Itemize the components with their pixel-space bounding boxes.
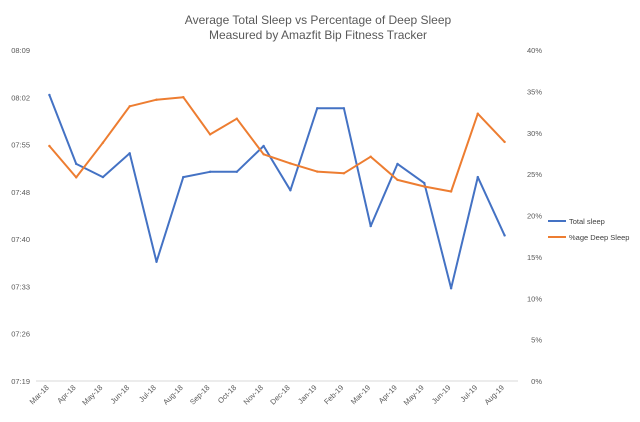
data-point — [235, 117, 238, 120]
series-line-deep-sleep — [48, 96, 506, 193]
right-axis-tick-label: 20% — [527, 212, 542, 221]
plot-area — [48, 93, 506, 290]
data-point — [48, 144, 51, 148]
x-axis-tick-label: Jul-19 — [458, 383, 479, 404]
x-axis-tick-label: Sep-18 — [188, 383, 211, 406]
data-point — [128, 105, 131, 108]
x-axis-tick-label: Apr-18 — [55, 383, 77, 405]
x-axis-tick-label: Apr-19 — [377, 383, 399, 405]
data-point — [476, 112, 479, 115]
data-point — [75, 176, 78, 179]
data-point — [289, 162, 292, 165]
data-point — [182, 96, 185, 99]
data-point — [128, 152, 131, 155]
data-point — [476, 175, 479, 179]
data-point — [503, 140, 506, 144]
x-axis-tick-label: Feb-19 — [322, 383, 345, 406]
x-axis-tick-label: Oct-18 — [216, 383, 238, 405]
data-point — [155, 260, 158, 263]
left-axis-tick-label: 08:02 — [11, 93, 30, 102]
right-axis-tick-label: 35% — [527, 87, 542, 96]
data-point — [155, 98, 158, 101]
data-point — [208, 133, 212, 136]
data-point — [101, 175, 105, 179]
x-axis-tick-label: Dec-18 — [268, 383, 291, 406]
left-axis-tick-label: 07:48 — [11, 188, 30, 197]
data-point — [449, 190, 453, 193]
x-axis-tick-label: Jun-19 — [430, 383, 453, 406]
legend: Total sleep %age Deep Sleep — [548, 217, 629, 242]
left-axis-tick-label: 08:09 — [11, 46, 30, 55]
x-axis: Mar-18 Apr-18 May-18 Jun-18 Jul-18 Aug-18 Sep-… — [28, 383, 506, 407]
data-point — [369, 224, 372, 228]
x-axis-tick-label: Mar-19 — [349, 383, 372, 406]
x-axis-tick-label: Aug-18 — [161, 383, 184, 406]
data-point — [262, 153, 265, 156]
right-axis-tick-label: 10% — [527, 294, 542, 303]
left-axis-tick-label: 07:55 — [11, 141, 30, 150]
series-line-total-sleep — [48, 94, 506, 290]
data-point — [396, 178, 399, 182]
chart-title: Average Total Sleep vs Percentage of Dee… — [185, 13, 452, 27]
data-point — [289, 189, 292, 192]
data-point — [396, 162, 399, 166]
right-axis-tick-label: 0% — [531, 377, 542, 386]
left-axis-tick-label: 07:33 — [11, 282, 30, 291]
data-point — [262, 144, 265, 148]
x-axis-tick-label: May-19 — [402, 383, 426, 407]
right-axis-tick-label: 30% — [527, 129, 542, 138]
data-point — [48, 93, 51, 97]
x-axis-tick-label: Jun-18 — [109, 383, 132, 406]
legend-label: Total sleep — [569, 217, 605, 226]
data-point — [423, 185, 426, 188]
data-point — [503, 234, 506, 237]
right-axis-tick-label: 5% — [531, 336, 542, 345]
left-axis-tick-label: 07:26 — [11, 330, 30, 339]
left-axis: 07:19 07:26 07:33 07:40 07:48 07:55 08:02 08:09 — [11, 46, 30, 386]
x-axis-tick-label: May-18 — [80, 383, 104, 407]
data-point — [235, 170, 238, 173]
data-point — [208, 170, 212, 173]
x-axis-tick-label: Jan-19 — [296, 383, 319, 406]
right-axis-tick-label: 25% — [527, 170, 542, 179]
data-point — [449, 287, 453, 290]
right-axis-tick-label: 40% — [527, 46, 542, 55]
data-point — [342, 107, 346, 110]
right-axis-tick-label: 15% — [527, 253, 542, 262]
data-point — [369, 155, 372, 158]
data-point — [75, 162, 78, 166]
data-point — [101, 141, 105, 144]
right-axis: 0% 5% 10% 15% 20% 25% 30% 35% 40% — [527, 46, 542, 386]
chart-subtitle: Measured by Amazfit Bip Fitness Tracker — [209, 28, 427, 42]
left-axis-tick-label: 07:19 — [11, 377, 30, 386]
data-point — [316, 170, 319, 173]
left-axis-tick-label: 07:40 — [11, 235, 30, 244]
data-point — [342, 172, 346, 175]
data-point — [423, 181, 426, 185]
x-axis-tick-label: Jul-18 — [137, 383, 158, 404]
x-axis-tick-label: Aug-19 — [483, 383, 506, 406]
x-axis-tick-label: Nov-18 — [242, 383, 265, 406]
x-axis-tick-label: Mar-18 — [28, 383, 51, 406]
data-point — [316, 107, 319, 110]
data-point — [182, 175, 185, 179]
legend-label: %age Deep Sleep — [569, 233, 629, 242]
